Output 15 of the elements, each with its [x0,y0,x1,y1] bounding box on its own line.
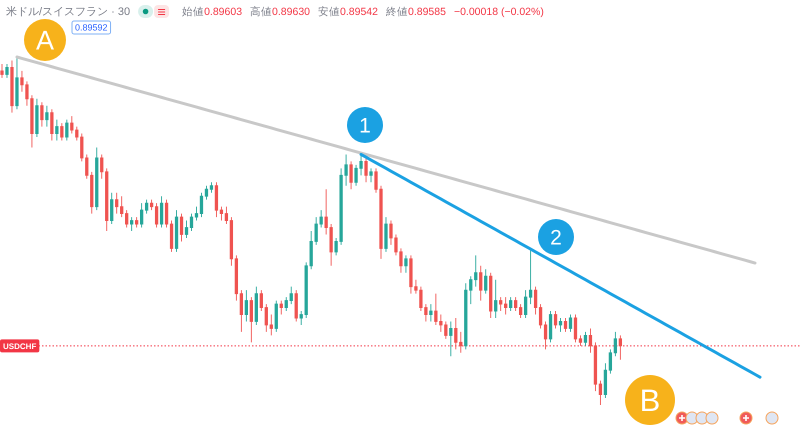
annotation: 始値0.89603 [182,6,242,18]
title: 米ドル/スイスフラン · 30 [6,6,130,18]
annotation: A [24,19,66,61]
annotation: 1 [359,114,371,138]
annotation: B [640,383,660,418]
annotation: B [625,375,675,425]
annotation: 高値0.89630 [250,6,310,18]
annotation: 2 [550,226,562,250]
annotation: 0.89592 [72,20,112,34]
annotation: 2 [538,219,574,255]
annotation: 1 [347,107,383,143]
annotation: −0.00018 (−0.02%) [454,6,544,18]
annotation: 終値0.89585 [386,6,446,18]
annotation: 安値0.89542 [318,6,378,18]
ref-line-label: USDCHF [3,342,36,351]
